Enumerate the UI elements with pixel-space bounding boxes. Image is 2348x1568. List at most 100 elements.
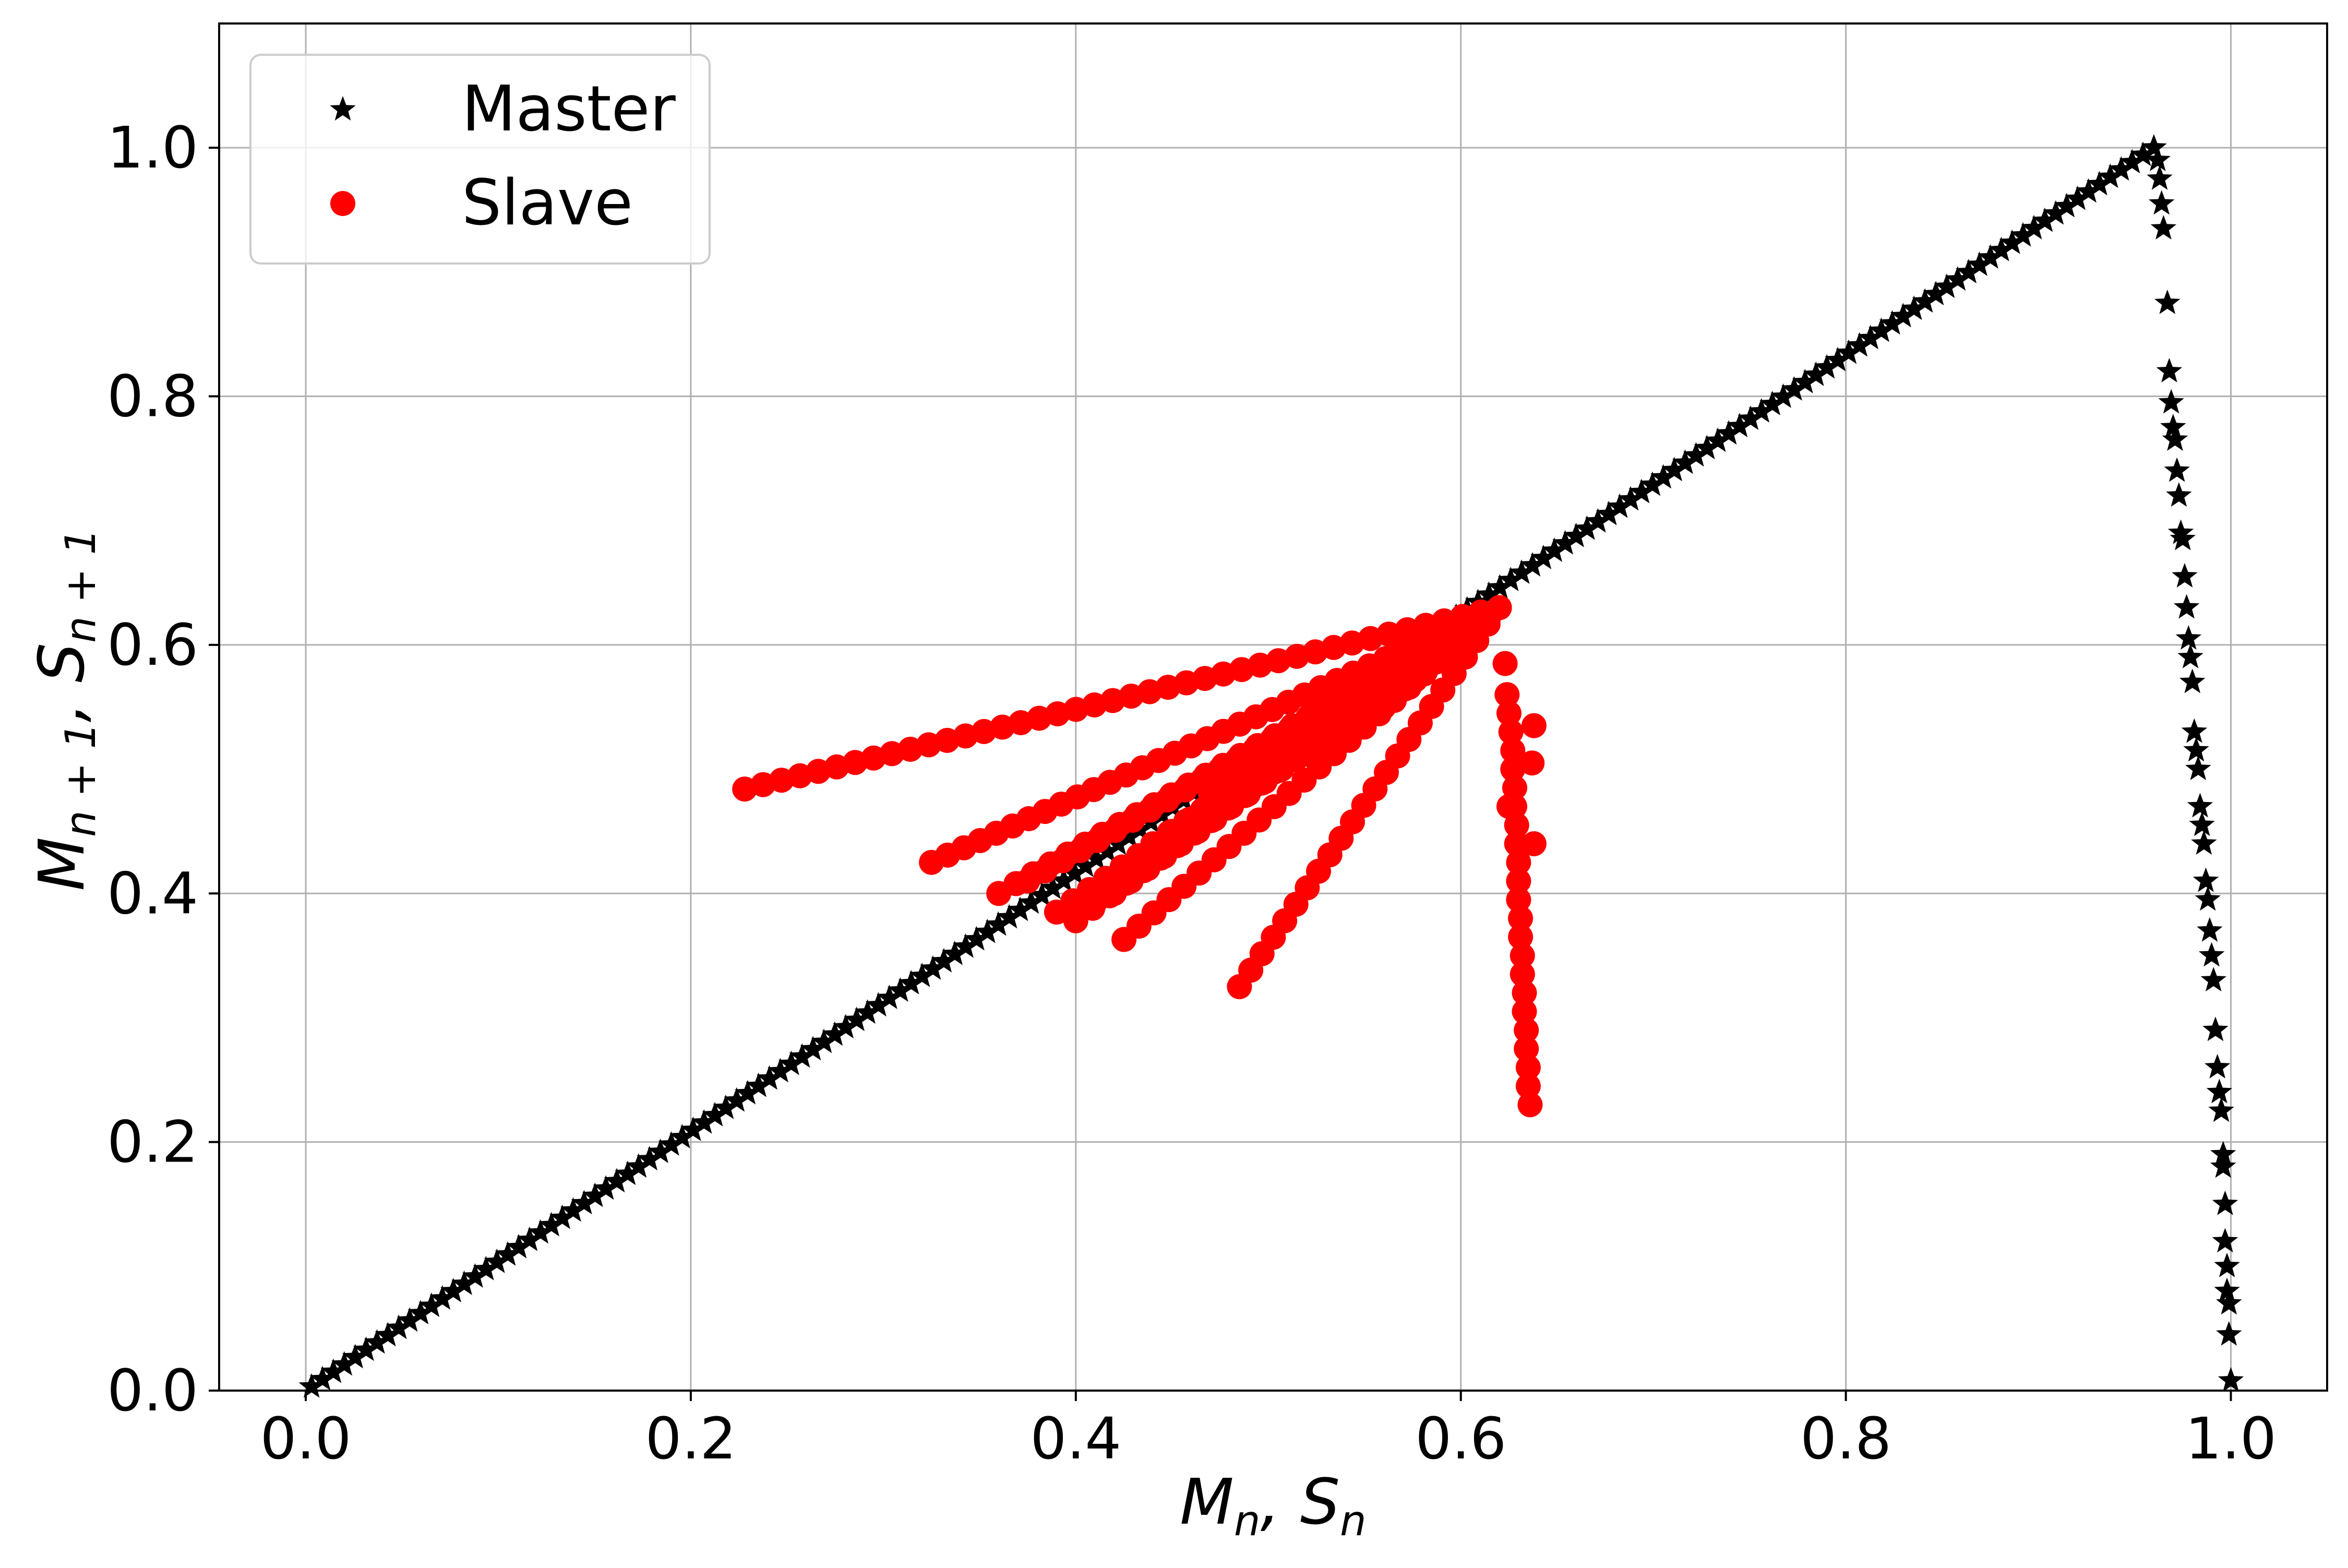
- master-point: [1007, 896, 1033, 921]
- master-point: [1018, 889, 1044, 914]
- master-point: [2210, 1153, 2236, 1178]
- master-point: [2141, 134, 2167, 159]
- master-point: [1040, 875, 1066, 900]
- master-point: [1988, 236, 2015, 261]
- master-point: [2206, 1079, 2233, 1104]
- master-point: [822, 1021, 848, 1046]
- x-axis-label: Mn, Sn: [1180, 1466, 1366, 1545]
- master-point: [298, 1373, 325, 1398]
- slave-point: [1496, 794, 1522, 819]
- master-point: [931, 948, 957, 973]
- master-point: [560, 1197, 586, 1222]
- master-point: [2075, 178, 2102, 203]
- master-point: [1498, 567, 1524, 592]
- master-point: [1966, 251, 1993, 276]
- master-point: [604, 1168, 630, 1193]
- y-tick-label: 0.4: [107, 860, 198, 927]
- master-point: [309, 1366, 336, 1391]
- master-point: [2173, 594, 2200, 619]
- x-tick-label: 0.2: [645, 1405, 736, 1472]
- master-point: [920, 955, 946, 980]
- master-point: [713, 1094, 739, 1119]
- master-point: [647, 1139, 674, 1163]
- legend-label-master: Master: [462, 73, 676, 146]
- master-point: [364, 1329, 390, 1354]
- master-point: [2189, 811, 2215, 836]
- master-point: [2212, 1228, 2238, 1253]
- master-point: [1912, 288, 1938, 313]
- master-point: [418, 1292, 445, 1317]
- master-point: [2086, 171, 2113, 196]
- master-point: [2216, 1321, 2242, 1346]
- master-point: [2154, 289, 2181, 314]
- master-point: [2210, 1141, 2236, 1166]
- master-point: [2147, 165, 2173, 190]
- master-point: [2218, 1367, 2244, 1392]
- master-point: [1759, 390, 1786, 415]
- master-point: [1934, 273, 1960, 298]
- slave-point: [1492, 651, 1518, 676]
- master-point: [1105, 830, 1131, 855]
- master-point: [1770, 383, 1796, 408]
- slave-point: [1512, 980, 1537, 1006]
- master-point: [1530, 544, 1556, 569]
- master-point: [702, 1102, 728, 1127]
- master-point: [593, 1175, 619, 1200]
- master-point: [1858, 325, 1884, 350]
- master-point: [1574, 515, 1600, 540]
- master-point: [2183, 737, 2209, 762]
- slave-point: [1510, 962, 1535, 987]
- master-point: [615, 1160, 641, 1186]
- master-point: [1705, 427, 1731, 452]
- master-point: [1803, 361, 1829, 386]
- x-tick-label: 0.0: [260, 1405, 352, 1472]
- slave-point: [1512, 999, 1537, 1024]
- master-point: [1748, 398, 1775, 423]
- slave-point: [1519, 750, 1545, 776]
- master-point: [2205, 1054, 2231, 1079]
- master-point: [1541, 537, 1567, 562]
- master-point: [1727, 413, 1753, 437]
- ticks: 0.0 0.2 0.4 0.6 0.8 1.0 0.0 0.2 0.4 0.6 0.8 1.0: [107, 114, 2277, 1472]
- master-point: [2156, 357, 2183, 382]
- master-point: [1051, 867, 1077, 892]
- master-point: [1061, 860, 1088, 885]
- master-point: [2202, 1016, 2229, 1042]
- master-point: [1029, 882, 1055, 907]
- master-point: [1508, 559, 1535, 584]
- master-point: [1716, 420, 1742, 445]
- master-point: [789, 1043, 815, 1068]
- master-point: [397, 1307, 423, 1332]
- master-point: [942, 940, 968, 965]
- master-point: [756, 1065, 783, 1090]
- master-point: [974, 918, 1001, 943]
- master-point: [1923, 281, 1949, 306]
- slave-point: [1508, 905, 1534, 931]
- master-point: [440, 1277, 466, 1302]
- master-point: [538, 1212, 565, 1237]
- master-point: [484, 1248, 510, 1273]
- master-point: [658, 1131, 685, 1156]
- master-point: [887, 977, 913, 1002]
- legend-star-icon: [330, 96, 356, 121]
- master-point: [2097, 163, 2124, 188]
- master-point: [2166, 482, 2192, 507]
- master-point: [2177, 643, 2203, 668]
- master-point: [2162, 426, 2188, 451]
- master-point: [1639, 471, 1666, 496]
- master-point: [1585, 508, 1611, 533]
- master-point: [1487, 574, 1513, 599]
- master-point: [1814, 354, 1840, 379]
- slave-point: [1498, 719, 1524, 745]
- master-point: [898, 969, 924, 995]
- legend-box: [249, 54, 711, 265]
- slave-point: [1487, 595, 1512, 620]
- slave-series: [732, 595, 1547, 1118]
- master-point: [2179, 668, 2206, 693]
- y-tick-label: 0.2: [107, 1109, 198, 1176]
- master-point: [1661, 457, 1687, 482]
- master-point: [2175, 625, 2202, 650]
- master-point: [473, 1255, 499, 1280]
- legend-circle-icon: [330, 191, 355, 216]
